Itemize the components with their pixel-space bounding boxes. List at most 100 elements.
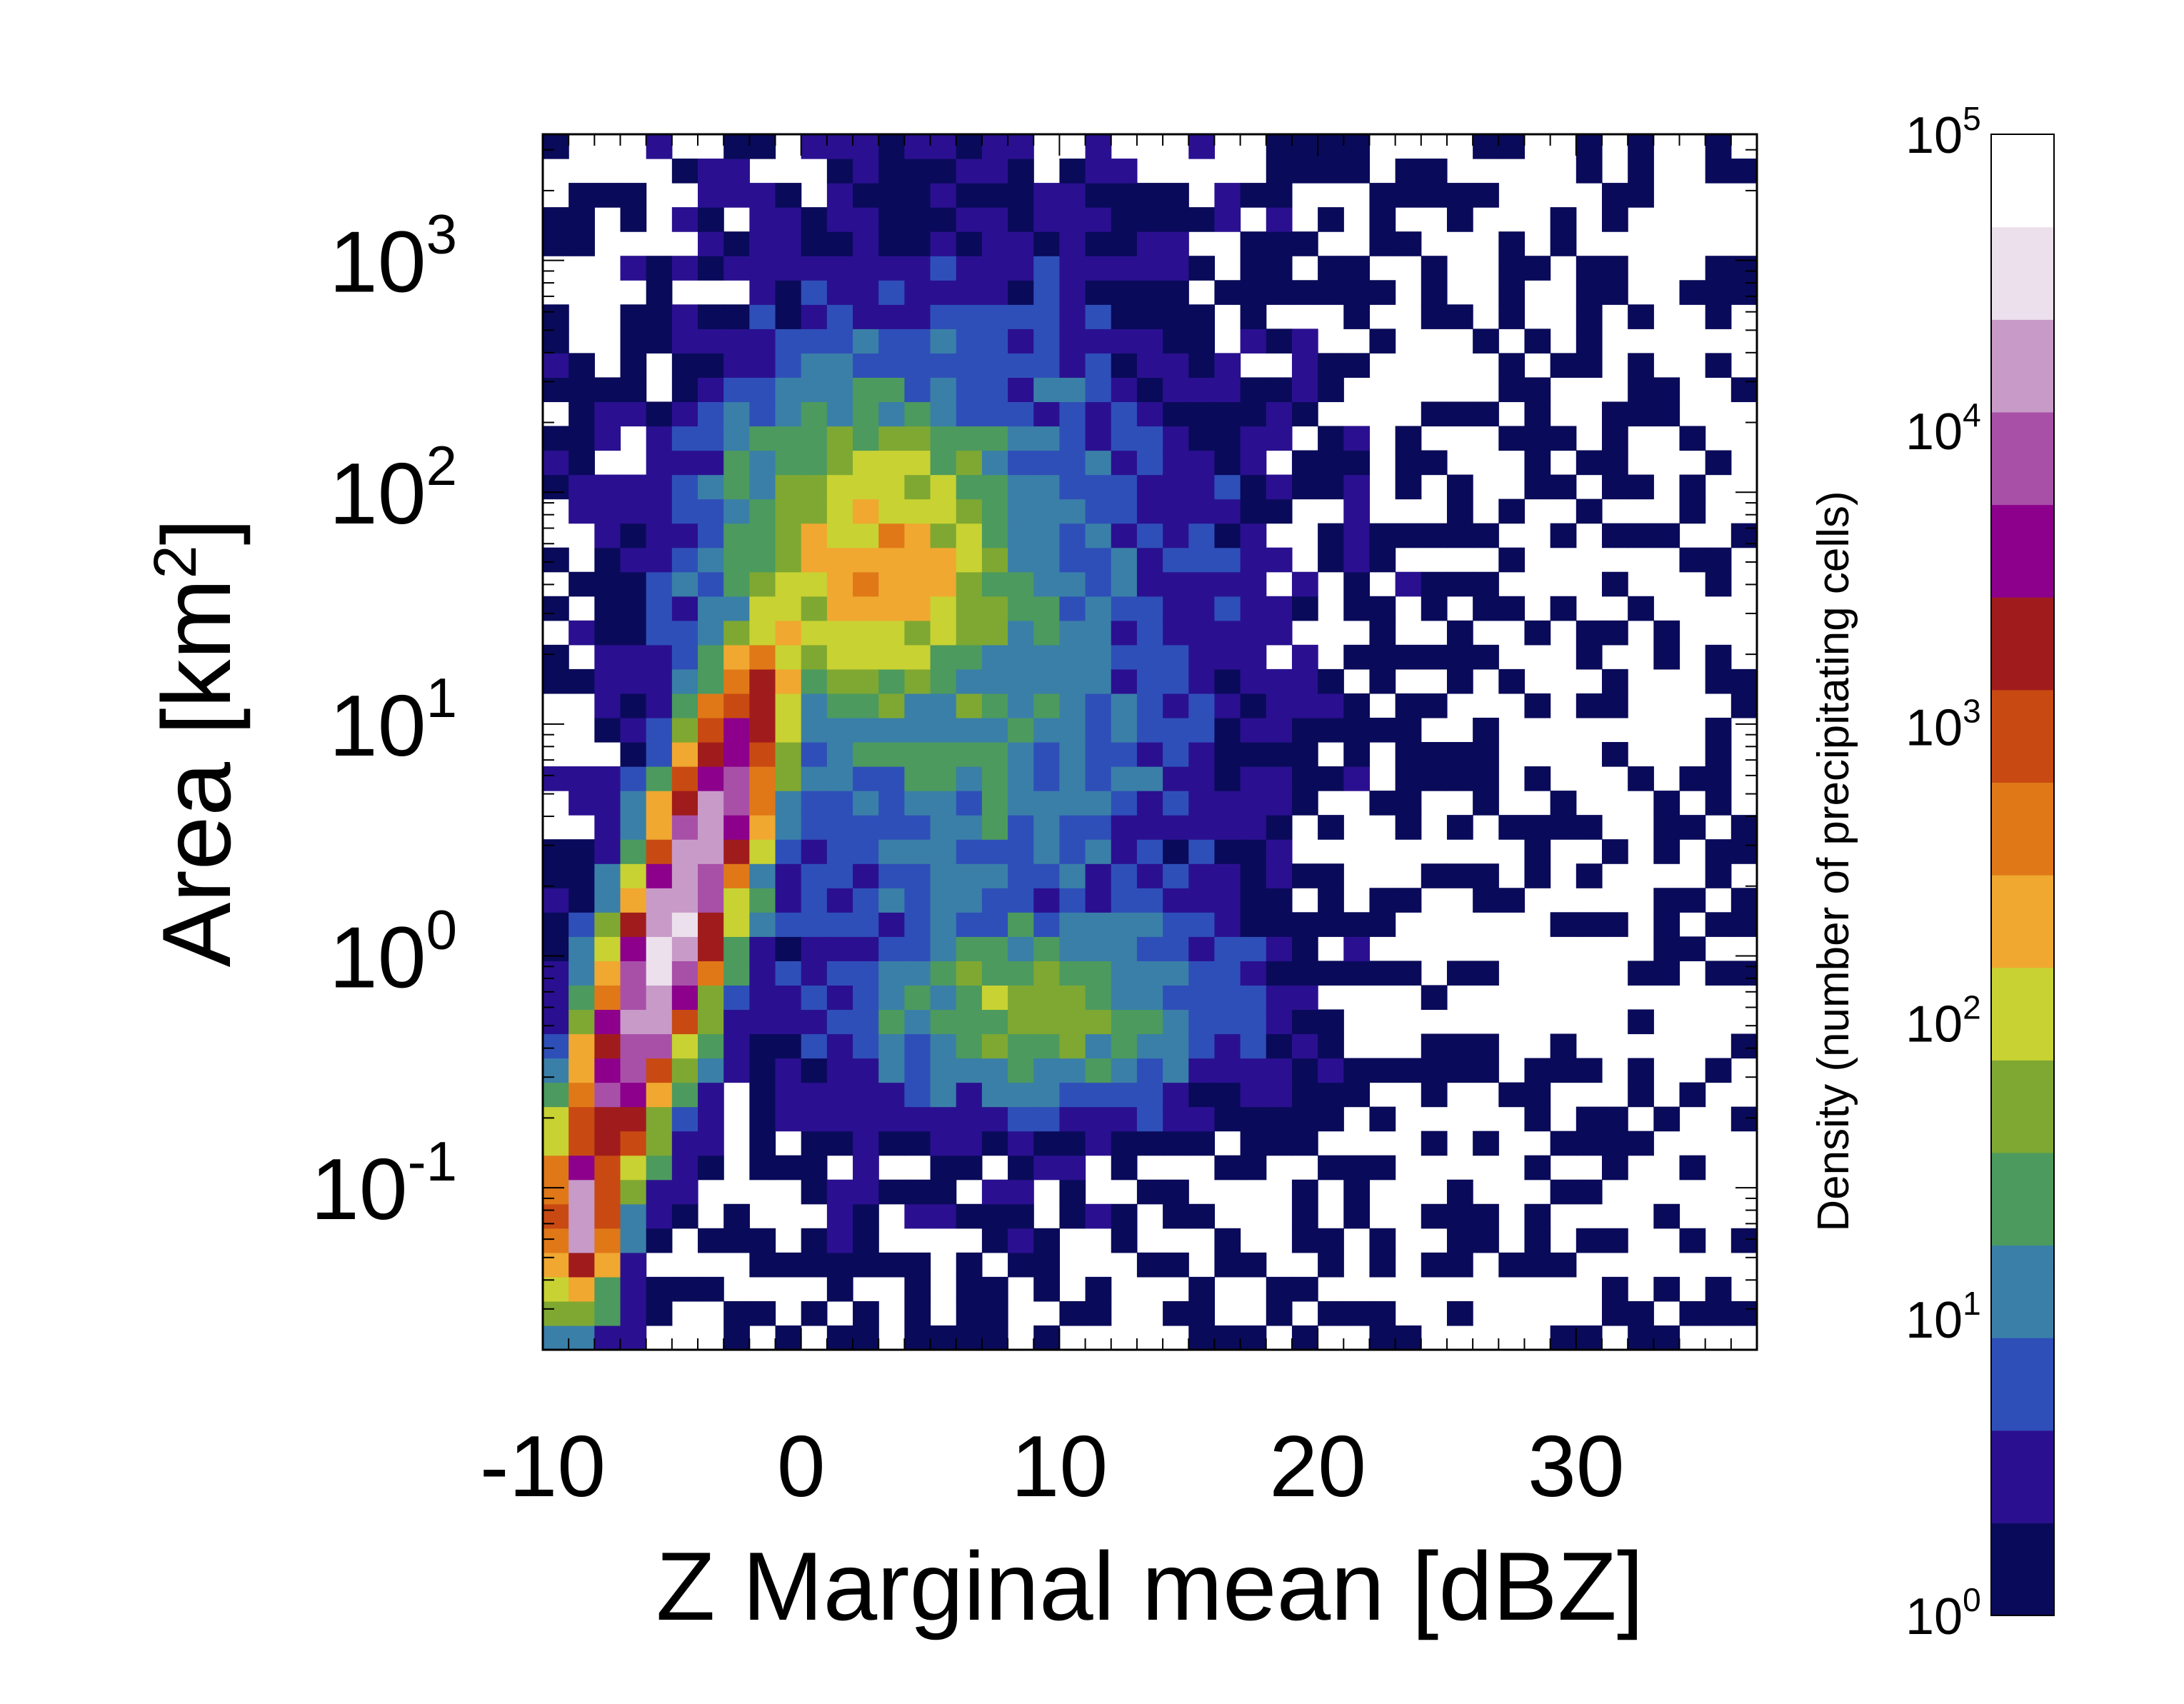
- heatmap-cell: [568, 1082, 595, 1108]
- heatmap-cell: [671, 888, 698, 913]
- heatmap-cell: [904, 498, 931, 524]
- heatmap-cell: [981, 961, 1008, 986]
- heatmap-cell: [775, 717, 802, 743]
- heatmap-cell: [698, 353, 724, 378]
- heatmap-cell: [1473, 596, 1499, 621]
- heatmap-cell: [826, 231, 853, 256]
- heatmap-cell: [1085, 1009, 1112, 1035]
- heatmap-cell: [1421, 766, 1448, 791]
- heatmap-cell: [853, 401, 879, 427]
- colorbar-band: [1991, 597, 2054, 616]
- heatmap-cell: [801, 426, 828, 451]
- heatmap-cell: [698, 668, 724, 694]
- heatmap-cell: [1240, 863, 1267, 888]
- heatmap-cell: [1266, 1058, 1293, 1083]
- heatmap-cell: [646, 693, 673, 718]
- heatmap-cell: [1136, 1058, 1163, 1083]
- heatmap-cell: [594, 912, 621, 937]
- heatmap-cell: [749, 961, 776, 986]
- heatmap-cell: [1059, 1155, 1086, 1181]
- x-minor-ticks: [542, 134, 1758, 1350]
- heatmap-cell: [1136, 985, 1163, 1011]
- heatmap-cell: [1085, 329, 1112, 354]
- heatmap-cell: [1059, 985, 1086, 1011]
- heatmap-cell: [956, 207, 983, 232]
- heatmap-cell: [646, 742, 673, 767]
- heatmap-cell: [543, 1252, 569, 1278]
- colorbar-tick-label: 105: [1905, 100, 1981, 164]
- heatmap-cell: [1059, 888, 1086, 913]
- heatmap-cell: [1266, 256, 1293, 281]
- heatmap-cell: [1059, 693, 1086, 718]
- colorbar-tick-label-base: 10: [1905, 1292, 1963, 1349]
- heatmap-cell: [1240, 571, 1267, 597]
- heatmap-cell: [1601, 401, 1628, 427]
- heatmap-cell: [801, 1106, 828, 1132]
- heatmap-cell: [930, 815, 957, 840]
- heatmap-cell: [723, 791, 750, 816]
- heatmap-cell: [853, 353, 879, 378]
- heatmap-cell: [1214, 717, 1241, 743]
- colorbar-band: [1991, 1485, 2054, 1505]
- heatmap-cell: [1240, 644, 1267, 670]
- y-tick-label: 10-1: [311, 1130, 457, 1238]
- y-tick-label: 100: [329, 898, 457, 1006]
- heatmap-cell: [1085, 450, 1112, 476]
- heatmap-cell: [1188, 644, 1216, 670]
- heatmap-cell: [1473, 1131, 1499, 1156]
- heatmap-cell: [1059, 523, 1086, 548]
- heatmap-cell: [1085, 207, 1112, 232]
- heatmap-cell: [1524, 1252, 1551, 1278]
- heatmap-cell: [1679, 1082, 1706, 1108]
- heatmap-cell: [543, 1131, 569, 1156]
- heatmap-cell: [1679, 474, 1706, 500]
- heatmap-cell: [671, 815, 698, 840]
- heatmap-cell: [853, 207, 879, 232]
- heatmap-cell: [1111, 474, 1138, 500]
- heatmap-cell: [1421, 596, 1448, 621]
- heatmap-cell: [620, 1179, 647, 1205]
- heatmap-cell: [1214, 596, 1241, 621]
- heatmap-cell: [1163, 1033, 1189, 1059]
- heatmap-cell: [1111, 159, 1138, 184]
- heatmap-cell: [543, 547, 569, 573]
- heatmap-cell: [1111, 571, 1138, 597]
- heatmap-cell: [981, 668, 1008, 694]
- x-tick-label: 0: [777, 1418, 826, 1515]
- heatmap-cell: [1136, 256, 1163, 281]
- heatmap-cell: [646, 1228, 673, 1253]
- heatmap-cell: [956, 961, 983, 986]
- heatmap-cell: [620, 717, 647, 743]
- heatmap-cell: [1136, 1179, 1163, 1205]
- heatmap-cell: [801, 888, 828, 913]
- heatmap-cell: [646, 329, 673, 354]
- heatmap-cell: [1628, 353, 1654, 378]
- heatmap-cell: [956, 1106, 983, 1132]
- y-tick-label-exp: -1: [408, 1130, 457, 1193]
- heatmap-cell: [1550, 207, 1577, 232]
- heatmap-cell: [930, 207, 957, 232]
- heatmap-cell: [1136, 1033, 1163, 1059]
- x-tick-label: 20: [1269, 1418, 1366, 1515]
- heatmap-cell: [1343, 596, 1371, 621]
- heatmap-cell: [1059, 329, 1086, 354]
- heatmap-cell: [1059, 596, 1086, 621]
- heatmap-cell: [1214, 1082, 1241, 1108]
- heatmap-cell: [723, 183, 750, 208]
- heatmap-cell: [1188, 1325, 1216, 1350]
- heatmap-cell: [1059, 571, 1086, 597]
- heatmap-cell: [853, 912, 879, 937]
- heatmap-cell: [749, 1228, 776, 1253]
- heatmap-cell: [1033, 815, 1060, 840]
- heatmap-cell: [646, 1276, 673, 1302]
- heatmap-cell: [1008, 717, 1034, 743]
- heatmap-cell: [904, 1325, 931, 1350]
- heatmap-cell: [749, 1058, 776, 1083]
- heatmap-cell: [1240, 1033, 1267, 1059]
- heatmap-cell: [904, 1179, 931, 1205]
- heatmap-cell: [1214, 766, 1241, 791]
- colorbar-band: [1991, 1560, 2054, 1579]
- colorbar-band: [1991, 856, 2054, 876]
- heatmap-cell: [853, 888, 879, 913]
- heatmap-cell: [1240, 498, 1267, 524]
